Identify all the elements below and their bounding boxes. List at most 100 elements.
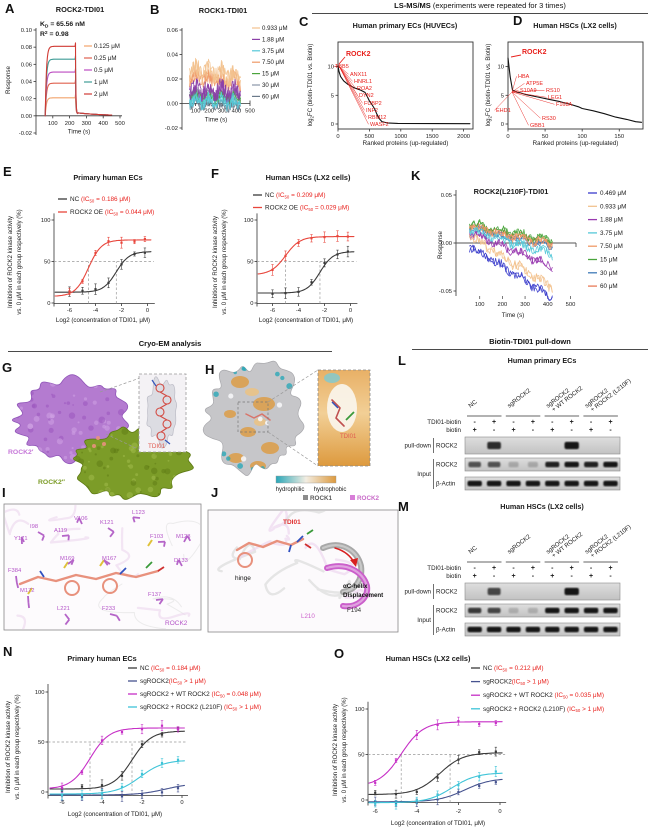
- svg-text:50: 50: [542, 134, 548, 140]
- lsms-divider: [312, 13, 648, 14]
- svg-text:100: 100: [191, 109, 201, 115]
- svg-text:-: -: [474, 419, 477, 426]
- svg-text:D133: D133: [174, 558, 188, 564]
- svg-text:-: -: [493, 573, 496, 580]
- svg-text:ROCK2: ROCK2: [436, 589, 458, 596]
- svg-text:30 μM: 30 μM: [262, 82, 279, 89]
- svg-text:Log2 (concentration of TDI01,: Log2 (concentration of TDI01, μM): [259, 317, 353, 324]
- svg-text:50: 50: [247, 260, 253, 266]
- svg-text:+: +: [511, 427, 515, 434]
- pulldown-divider: [412, 349, 648, 350]
- svg-text:TDI01-biotin: TDI01-biotin: [427, 419, 461, 426]
- svg-text:pull-down: pull-down: [405, 589, 432, 596]
- svg-text:500: 500: [365, 134, 375, 140]
- svg-text:100: 100: [577, 134, 587, 140]
- svg-text:0.00: 0.00: [21, 114, 32, 120]
- svg-text:hydrophilic: hydrophilic: [276, 487, 305, 493]
- svg-text:0.933 μM: 0.933 μM: [262, 25, 288, 32]
- svg-text:RS10: RS10: [546, 88, 560, 94]
- svg-text:Response: Response: [5, 66, 12, 94]
- svg-text:7.50 μM: 7.50 μM: [262, 59, 284, 66]
- svg-text:+: +: [531, 565, 535, 572]
- svg-text:30 μM: 30 μM: [600, 270, 618, 277]
- svg-text:RBM12: RBM12: [368, 115, 386, 121]
- svg-text:60 μM: 60 μM: [262, 93, 279, 100]
- svg-text:ROCK2-TDI01: ROCK2-TDI01: [56, 5, 104, 14]
- svg-text:FUBP2: FUBP2: [364, 101, 382, 107]
- svg-text:Y171: Y171: [14, 536, 28, 542]
- svg-text:vs. 0 μM in each group respect: vs. 0 μM in each group respectively (%): [17, 209, 23, 314]
- svg-text:0.05: 0.05: [441, 193, 452, 199]
- svg-text:100: 100: [355, 707, 365, 713]
- svg-text:A119: A119: [54, 528, 67, 534]
- svg-text:sgROCK2(IC50 > 1 μM): sgROCK2(IC50 > 1 μM): [483, 679, 549, 686]
- lsms-header-note: (experiments were repeated for 3 times): [430, 1, 566, 10]
- svg-text:Log2 (concentration of TDI01,: Log2 (concentration of TDI01, μM): [68, 811, 162, 818]
- svg-text:500: 500: [566, 302, 576, 308]
- svg-text:ROCK2: ROCK2: [522, 49, 547, 56]
- svg-text:sgROCK2: sgROCK2: [506, 387, 532, 410]
- svg-text:M169: M169: [60, 556, 75, 562]
- svg-text:Inhibition of ROCK2 kinase act: Inhibition of ROCK2 kinase activity: [333, 704, 339, 796]
- panel-h-label: H: [205, 362, 215, 377]
- svg-text:5: 5: [331, 93, 334, 99]
- svg-text:0.04: 0.04: [21, 79, 33, 85]
- lsms-header-title: LS-MS/MS: [394, 1, 431, 10]
- svg-text:M128: M128: [176, 534, 191, 540]
- svg-text:ROCK2: ROCK2: [436, 443, 458, 450]
- svg-text:-6: -6: [373, 809, 378, 815]
- svg-text:-: -: [609, 427, 612, 434]
- svg-text:100: 100: [41, 218, 51, 224]
- svg-text:biotin: biotin: [446, 573, 461, 580]
- panel-e-dose-chart: Primary human ECs Inhibition of ROCK2 kin…: [8, 173, 155, 324]
- svg-text:K121: K121: [100, 520, 114, 526]
- svg-text:0: 0: [336, 134, 339, 140]
- svg-text:0.933 μM: 0.933 μM: [600, 203, 626, 210]
- svg-text:sgROCK2(IC50 > 1 μM): sgROCK2(IC50 > 1 μM): [140, 678, 206, 685]
- panel-o-label: O: [334, 646, 345, 661]
- svg-text:0.469 μM: 0.469 μM: [600, 190, 626, 197]
- svg-text:GBB1: GBB1: [530, 123, 545, 129]
- svg-text:TDI01-biotin: TDI01-biotin: [427, 565, 461, 572]
- svg-text:Inhibition of ROCK2 kinase act: Inhibition of ROCK2 kinase activity: [8, 216, 14, 308]
- svg-text:-: -: [590, 565, 593, 572]
- svg-text:EHD1: EHD1: [496, 108, 511, 114]
- svg-text:0: 0: [349, 308, 352, 314]
- svg-text:-2: -2: [322, 308, 327, 314]
- cryoem-header: Cryo-EM analysis: [138, 339, 202, 348]
- svg-text:vs. 0 μM in each group respect: vs. 0 μM in each group respectively (%): [342, 697, 348, 802]
- svg-text:L123: L123: [132, 510, 145, 516]
- svg-text:Primary human ECs: Primary human ECs: [67, 654, 136, 663]
- svg-text:500: 500: [115, 121, 125, 127]
- svg-text:10: 10: [328, 65, 334, 71]
- svg-text:αC-helix: αC-helix: [343, 583, 368, 590]
- svg-text:Time (s): Time (s): [205, 117, 227, 124]
- svg-text:+: +: [531, 419, 535, 426]
- svg-text:100: 100: [475, 302, 485, 308]
- svg-text:LEG1: LEG1: [548, 95, 562, 101]
- svg-text:0.125 μM: 0.125 μM: [94, 43, 120, 50]
- panel-i-label: I: [2, 485, 6, 500]
- svg-text:+: +: [608, 419, 612, 426]
- svg-text:1500: 1500: [426, 134, 439, 140]
- svg-text:0: 0: [506, 134, 509, 140]
- svg-text:Ranked proteins (up-regulated): Ranked proteins (up-regulated): [533, 140, 619, 147]
- svg-text:-: -: [609, 573, 612, 580]
- svg-text:100: 100: [35, 690, 45, 696]
- svg-text:-2: -2: [456, 809, 461, 815]
- panel-m-label: M: [398, 499, 409, 514]
- svg-text:-: -: [532, 427, 535, 434]
- svg-text:-6: -6: [67, 308, 72, 314]
- svg-text:400: 400: [98, 121, 108, 127]
- svg-text:Log2 (concentration of TDI01,: Log2 (concentration of TDI01, μM): [391, 820, 485, 827]
- svg-text:0: 0: [361, 798, 364, 804]
- panel-g-cryoem-map: TDI01 ROCK2′ ROCK2″: [8, 373, 194, 500]
- panel-f-dose-chart: Human HSCs (LX2 cells) Inhibition of ROCK…: [213, 173, 358, 324]
- svg-text:0.04: 0.04: [167, 53, 179, 59]
- svg-text:50: 50: [38, 740, 44, 746]
- svg-text:-: -: [512, 419, 515, 426]
- svg-text:DYN2: DYN2: [359, 93, 374, 99]
- svg-text:200: 200: [498, 302, 508, 308]
- svg-text:F103: F103: [150, 534, 163, 540]
